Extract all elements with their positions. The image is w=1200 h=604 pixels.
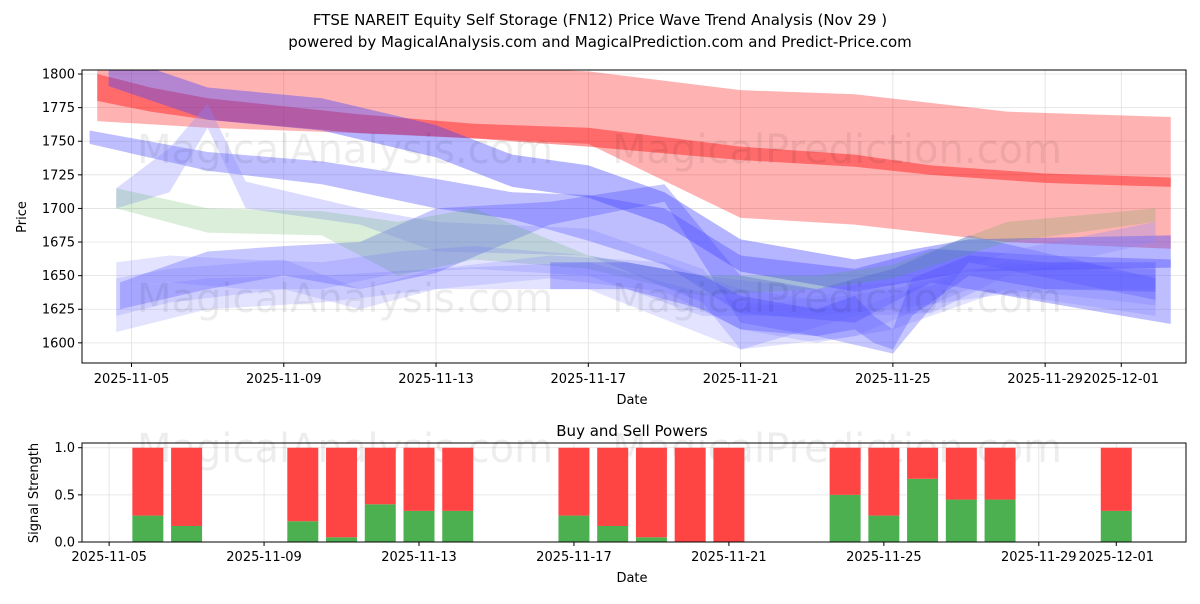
price-band-blue-band-2 bbox=[120, 184, 1156, 354]
signal-ytick-label: 0.5 bbox=[54, 488, 75, 503]
price-axes-frame bbox=[81, 69, 1187, 364]
price-xtick-label: 2025-11-13 bbox=[398, 372, 474, 387]
sell-bar bbox=[1100, 447, 1132, 511]
price-xtick-label: 2025-11-21 bbox=[703, 372, 779, 387]
buy-bar bbox=[868, 515, 900, 542]
price-band-red-wide bbox=[97, 70, 1171, 249]
price-band-blue-band-3 bbox=[116, 103, 1156, 350]
buy-bar bbox=[326, 537, 358, 542]
buy-bar bbox=[287, 521, 319, 542]
price-band-blue-dark-lower bbox=[550, 255, 1156, 350]
buy-bar bbox=[907, 478, 939, 542]
buy-bar bbox=[829, 494, 861, 542]
price-bands bbox=[89, 70, 1171, 354]
sell-bar bbox=[868, 447, 900, 516]
signal-chart: Buy and Sell Powers MagicalAnalysis.com … bbox=[27, 422, 1187, 586]
buy-bar bbox=[635, 537, 667, 542]
sell-bar bbox=[597, 447, 629, 526]
price-band-red-trend bbox=[97, 74, 1171, 187]
price-band-green-band bbox=[116, 188, 1156, 296]
sell-bar bbox=[907, 447, 939, 479]
watermark-prediction: MagicalPrediction.com bbox=[612, 276, 1062, 322]
buy-bar bbox=[558, 515, 590, 542]
signal-xtick-label: 2025-11-09 bbox=[226, 550, 302, 565]
sell-bar bbox=[442, 447, 474, 511]
signal-xlabel: Date bbox=[616, 571, 647, 586]
price-band-light-blue-1 bbox=[116, 259, 1156, 350]
price-band-light-blue-3 bbox=[116, 255, 1156, 343]
price-band-purple-band bbox=[108, 70, 1171, 292]
signal-xtick-label: 2025-11-21 bbox=[691, 550, 767, 565]
sell-bar bbox=[132, 447, 164, 516]
sell-bar bbox=[829, 447, 861, 495]
sell-bar bbox=[674, 447, 706, 542]
sell-bar bbox=[171, 447, 203, 526]
price-ytick-label: 1675 bbox=[42, 236, 75, 251]
price-band-light-blue-2 bbox=[116, 246, 1156, 316]
signal-xtick-label: 2025-11-05 bbox=[71, 550, 147, 565]
price-ylabel: Price bbox=[15, 201, 30, 233]
price-ytick-label: 1625 bbox=[42, 303, 75, 318]
watermark-analysis: MagicalAnalysis.com bbox=[137, 127, 553, 173]
buy-bar bbox=[945, 499, 977, 542]
price-xtick-label: 2025-11-29 bbox=[1007, 372, 1083, 387]
price-xlabel: Date bbox=[616, 393, 647, 408]
price-ytick-label: 1775 bbox=[42, 101, 75, 116]
price-ytick-label: 1650 bbox=[42, 269, 75, 284]
sell-bar bbox=[713, 447, 745, 542]
watermark-analysis: MagicalAnalysis.com bbox=[137, 276, 553, 322]
price-xtick-label: 2025-11-09 bbox=[246, 372, 322, 387]
signal-bars bbox=[132, 447, 1132, 542]
buy-bar bbox=[1100, 510, 1132, 542]
buy-bar bbox=[171, 525, 203, 542]
price-xtick-label: 2025-11-17 bbox=[551, 372, 627, 387]
signal-axes-frame bbox=[81, 442, 1187, 543]
watermark-prediction: MagicalPrediction.com bbox=[612, 127, 1062, 173]
price-ytick-label: 1800 bbox=[42, 68, 75, 83]
signal-ytick-label: 1.0 bbox=[54, 441, 75, 456]
sell-bar bbox=[635, 447, 667, 538]
signal-xtick-label: 2025-11-25 bbox=[846, 550, 922, 565]
buy-bar bbox=[984, 499, 1016, 542]
signal-ticks: 0.0 0.5 1.0 2025-11-05 2025-11-09 2025-11-13 2… bbox=[54, 441, 1154, 565]
sell-bar bbox=[403, 447, 435, 511]
signal-xtick-label: 2025-11-29 bbox=[1001, 550, 1077, 565]
price-ytick-label: 1700 bbox=[42, 202, 75, 217]
sell-bar bbox=[558, 447, 590, 516]
price-grid bbox=[82, 70, 1186, 363]
buy-bar bbox=[442, 510, 474, 542]
sell-bar bbox=[984, 447, 1016, 500]
sell-bar bbox=[945, 447, 977, 500]
price-ytick-label: 1725 bbox=[42, 168, 75, 183]
price-xtick-label: 2025-12-01 bbox=[1084, 372, 1160, 387]
buy-bar bbox=[364, 504, 396, 542]
signal-ytick-label: 0.0 bbox=[54, 536, 75, 551]
signal-title: Buy and Sell Powers bbox=[556, 422, 708, 440]
sell-bar bbox=[326, 447, 358, 538]
price-band-blue-band-1 bbox=[89, 130, 1171, 325]
price-ytick-label: 1750 bbox=[42, 135, 75, 150]
signal-ylabel: Signal Strength bbox=[27, 443, 42, 543]
signal-xtick-label: 2025-12-01 bbox=[1078, 550, 1154, 565]
price-ticks: 1600 1625 1650 1675 1700 1725 1750 1775 1800 2025… bbox=[42, 68, 1159, 387]
buy-bar bbox=[403, 510, 435, 542]
signal-xtick-label: 2025-11-17 bbox=[536, 550, 612, 565]
buy-bar bbox=[132, 515, 164, 542]
chart-subtitle: powered by MagicalAnalysis.com and Magic… bbox=[288, 33, 912, 51]
price-chart: MagicalAnalysis.com MagicalPrediction.co… bbox=[15, 68, 1187, 408]
sell-bar bbox=[287, 447, 319, 522]
signal-xtick-label: 2025-11-13 bbox=[381, 550, 457, 565]
buy-bar bbox=[597, 525, 629, 542]
sell-bar bbox=[364, 447, 396, 505]
price-xtick-label: 2025-11-05 bbox=[94, 372, 170, 387]
price-xtick-label: 2025-11-25 bbox=[855, 372, 931, 387]
price-ytick-label: 1600 bbox=[42, 336, 75, 351]
chart-title: FTSE NAREIT Equity Self Storage (FN12) P… bbox=[313, 11, 887, 29]
